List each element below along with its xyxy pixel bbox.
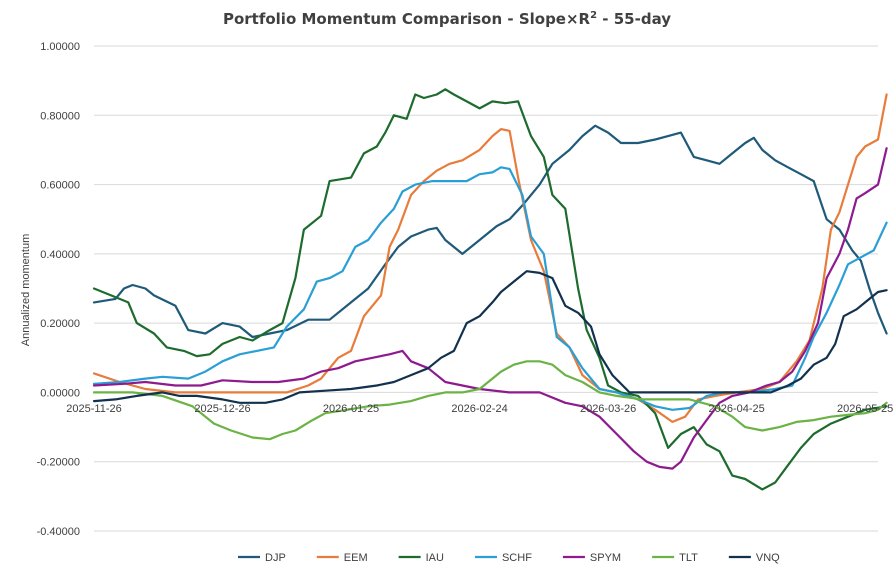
legend-label: SCHF	[502, 552, 532, 564]
legend-item-vnq: VNQ	[728, 552, 780, 564]
y-tick-label: 0.80000	[40, 110, 80, 122]
series-line-iau	[92, 88, 888, 491]
legend-item-spym: SPYM	[562, 552, 621, 564]
y-axis-ticks: 1.00000 0.80000 0.60000 0.40000 0.20000 0.000…	[37, 41, 80, 538]
x-tick-label: 2025-11-26	[66, 403, 121, 415]
series-lines	[92, 88, 888, 491]
x-tick-label: 2026-04-25	[708, 403, 764, 415]
legend-label: DJP	[265, 552, 286, 564]
legend-item-iau: IAU	[398, 552, 444, 564]
x-tick-label: 2026-05-25	[837, 403, 893, 415]
series-line-tlt	[92, 360, 888, 441]
legend: DJP EEM IAU SCHF SPYM TLT VNQ	[238, 552, 780, 564]
legend-label: TLT	[679, 552, 698, 564]
series-line-vnq	[92, 270, 888, 404]
y-tick-label: -0.40000	[37, 526, 80, 538]
series-line-spym	[92, 147, 888, 470]
legend-item-tlt: TLT	[652, 552, 698, 564]
chart-title: Portfolio Momentum Comparison - Slope×R2…	[223, 10, 671, 28]
gridlines	[94, 45, 878, 532]
legend-label: VNQ	[756, 552, 780, 564]
y-tick-label: 1.00000	[40, 41, 80, 53]
legend-item-eem: EEM	[316, 552, 368, 564]
y-tick-label: 0.40000	[40, 249, 80, 261]
y-axis-label: Annualized momentum	[20, 234, 32, 347]
legend-item-djp: DJP	[238, 552, 286, 564]
chart-title-superscript: 2	[590, 10, 597, 21]
x-axis-ticks: 2025-11-26 2025-12-26 2026-01-25 2026-02-24…	[66, 403, 893, 415]
series-line-djp	[92, 124, 888, 339]
series-line-schf	[92, 166, 888, 411]
y-tick-label: 0.00000	[40, 387, 80, 399]
x-tick-label: 2026-02-24	[451, 403, 507, 415]
series-line-eem	[92, 93, 888, 423]
legend-label: IAU	[426, 552, 444, 564]
legend-label: SPYM	[590, 552, 621, 564]
legend-label: EEM	[344, 552, 368, 564]
x-tick-label: 2026-03-26	[580, 403, 636, 415]
y-tick-label: -0.20000	[37, 457, 80, 469]
x-tick-label: 2025-12-26	[194, 403, 250, 415]
x-tick-label: 2026-01-25	[323, 403, 379, 415]
y-tick-label: 0.20000	[40, 318, 80, 330]
legend-item-schf: SCHF	[474, 552, 532, 564]
y-tick-label: 0.60000	[40, 180, 80, 192]
